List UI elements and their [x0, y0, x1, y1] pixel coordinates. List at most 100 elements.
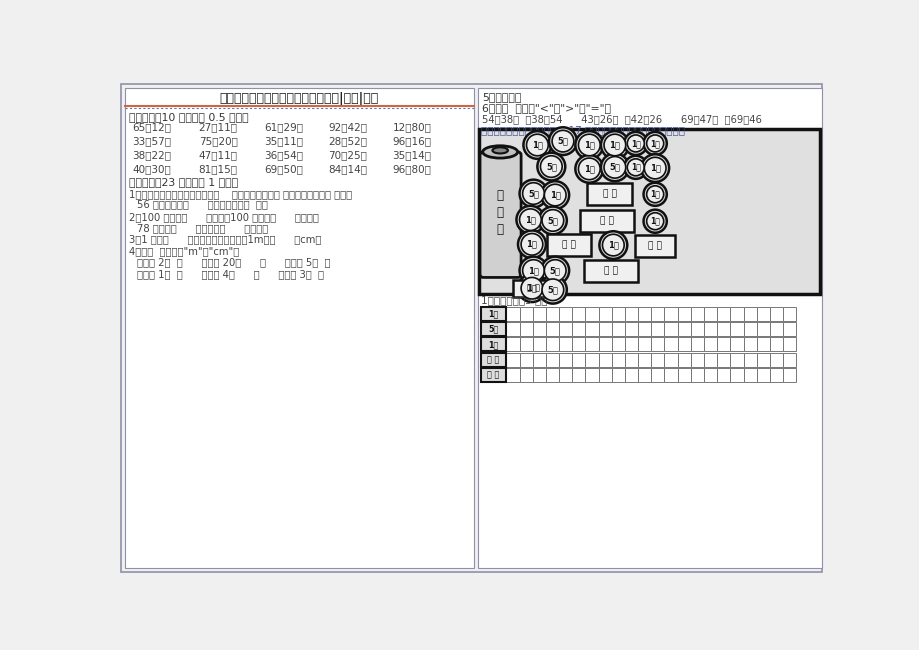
FancyBboxPatch shape — [638, 353, 651, 367]
FancyBboxPatch shape — [703, 353, 717, 367]
FancyBboxPatch shape — [532, 353, 545, 367]
Text: 40＋30＝: 40＋30＝ — [132, 164, 171, 174]
FancyBboxPatch shape — [677, 353, 690, 367]
Text: 衣柜高 2（  ）      黄瓜长 20（      ）      房子高 5（  ）: 衣柜高 2（ ） 黄瓜长 20（ ） 房子高 5（ ） — [137, 257, 330, 267]
Text: 5角: 5角 — [488, 324, 498, 333]
Circle shape — [623, 156, 647, 179]
FancyBboxPatch shape — [638, 322, 651, 336]
Text: 96－80＝: 96－80＝ — [392, 164, 431, 174]
FancyBboxPatch shape — [584, 322, 598, 336]
Text: 54＋38（  ）38＋54      43－26（  ）42－26      69－47（  ）69－46: 54＋38（ ）38＋54 43－26（ ）42－26 69－47（ ）69－4… — [482, 114, 762, 124]
Text: 5角: 5角 — [550, 266, 560, 275]
Text: 36＋54＝: 36＋54＝ — [264, 150, 302, 161]
Text: 伍 元: 伍 元 — [604, 266, 618, 276]
Circle shape — [544, 260, 565, 281]
Text: 伍 元: 伍 元 — [648, 241, 662, 250]
Circle shape — [627, 135, 643, 152]
FancyBboxPatch shape — [743, 353, 756, 367]
FancyBboxPatch shape — [677, 322, 690, 336]
Text: 三、统计图，涂一涂，算一算（17 分）。小明的储钱罐有这么多的钱：: 三、统计图，涂一涂，算一算（17 分）。小明的储钱罐有这么多的钱： — [481, 125, 684, 135]
Circle shape — [540, 181, 569, 209]
Circle shape — [526, 134, 548, 156]
FancyBboxPatch shape — [743, 337, 756, 352]
Text: 69－50＝: 69－50＝ — [264, 164, 302, 174]
Text: 35－11＝: 35－11＝ — [264, 136, 302, 146]
FancyBboxPatch shape — [717, 307, 730, 320]
FancyBboxPatch shape — [769, 337, 782, 352]
FancyBboxPatch shape — [690, 353, 703, 367]
FancyBboxPatch shape — [782, 322, 795, 336]
FancyBboxPatch shape — [756, 337, 769, 352]
FancyBboxPatch shape — [717, 322, 730, 336]
FancyBboxPatch shape — [545, 322, 559, 336]
Text: 4、在（  ）里填上"m"或"cm"。: 4、在（ ）里填上"m"或"cm"。 — [129, 246, 239, 256]
Circle shape — [604, 134, 625, 156]
Text: 1元: 1元 — [488, 340, 498, 349]
Text: 拾 元: 拾 元 — [602, 190, 616, 199]
Text: 5角: 5角 — [557, 136, 568, 146]
Text: 1角: 1角 — [650, 216, 660, 226]
Circle shape — [643, 210, 666, 233]
Circle shape — [539, 207, 566, 234]
FancyBboxPatch shape — [545, 353, 559, 367]
Circle shape — [578, 134, 599, 156]
Circle shape — [641, 154, 668, 182]
FancyBboxPatch shape — [481, 307, 505, 320]
Text: 5角: 5角 — [545, 162, 556, 171]
FancyBboxPatch shape — [782, 337, 795, 352]
FancyBboxPatch shape — [598, 307, 611, 320]
FancyBboxPatch shape — [677, 307, 690, 320]
FancyBboxPatch shape — [782, 307, 795, 320]
FancyBboxPatch shape — [690, 337, 703, 352]
FancyBboxPatch shape — [519, 337, 532, 352]
FancyBboxPatch shape — [769, 369, 782, 382]
FancyBboxPatch shape — [651, 337, 664, 352]
Text: 5、量一量。: 5、量一量。 — [482, 92, 521, 102]
Circle shape — [541, 279, 563, 300]
FancyBboxPatch shape — [638, 369, 651, 382]
Text: 1、一个数从右边起，第一位是（    ）位，第二位是（ ）位，第三位是（ ）位；: 1、一个数从右边起，第一位是（ ）位，第二位是（ ）位，第三位是（ ）位； — [129, 189, 352, 199]
FancyBboxPatch shape — [743, 307, 756, 320]
Text: 1元: 1元 — [608, 140, 619, 150]
Text: 5角: 5角 — [547, 285, 558, 294]
Circle shape — [646, 135, 663, 152]
FancyBboxPatch shape — [756, 353, 769, 367]
FancyBboxPatch shape — [519, 322, 532, 336]
Text: 56 的个位上是（      ），十位上是（  ）。: 56 的个位上是（ ），十位上是（ ）。 — [137, 200, 267, 210]
FancyBboxPatch shape — [479, 129, 820, 294]
Text: 70－25＝: 70－25＝ — [328, 150, 367, 161]
FancyBboxPatch shape — [634, 235, 675, 257]
FancyBboxPatch shape — [519, 369, 532, 382]
Text: 81＋15＝: 81＋15＝ — [199, 164, 237, 174]
Circle shape — [551, 131, 573, 152]
FancyBboxPatch shape — [756, 307, 769, 320]
FancyBboxPatch shape — [756, 322, 769, 336]
Text: 1元: 1元 — [526, 283, 537, 292]
FancyBboxPatch shape — [559, 337, 572, 352]
FancyBboxPatch shape — [598, 337, 611, 352]
FancyBboxPatch shape — [532, 369, 545, 382]
FancyBboxPatch shape — [598, 353, 611, 367]
FancyBboxPatch shape — [782, 353, 795, 367]
Text: 储
钱
罐: 储 钱 罐 — [496, 189, 503, 236]
FancyBboxPatch shape — [769, 353, 782, 367]
Text: 47－11＝: 47－11＝ — [199, 150, 237, 161]
Text: 拾 元: 拾 元 — [562, 240, 575, 250]
Circle shape — [623, 132, 647, 155]
FancyBboxPatch shape — [690, 369, 703, 382]
FancyBboxPatch shape — [598, 322, 611, 336]
FancyBboxPatch shape — [481, 337, 505, 352]
FancyBboxPatch shape — [505, 307, 519, 320]
FancyBboxPatch shape — [611, 307, 624, 320]
FancyBboxPatch shape — [769, 322, 782, 336]
Circle shape — [517, 231, 545, 258]
FancyBboxPatch shape — [730, 353, 743, 367]
Circle shape — [517, 274, 545, 302]
FancyBboxPatch shape — [611, 353, 624, 367]
FancyBboxPatch shape — [690, 322, 703, 336]
Circle shape — [646, 213, 663, 229]
Text: 1元: 1元 — [649, 164, 660, 173]
Text: 78 里面有（      ）个十和（      ）个一。: 78 里面有（ ）个十和（ ）个一。 — [137, 223, 267, 233]
FancyBboxPatch shape — [125, 88, 473, 569]
FancyBboxPatch shape — [717, 353, 730, 367]
